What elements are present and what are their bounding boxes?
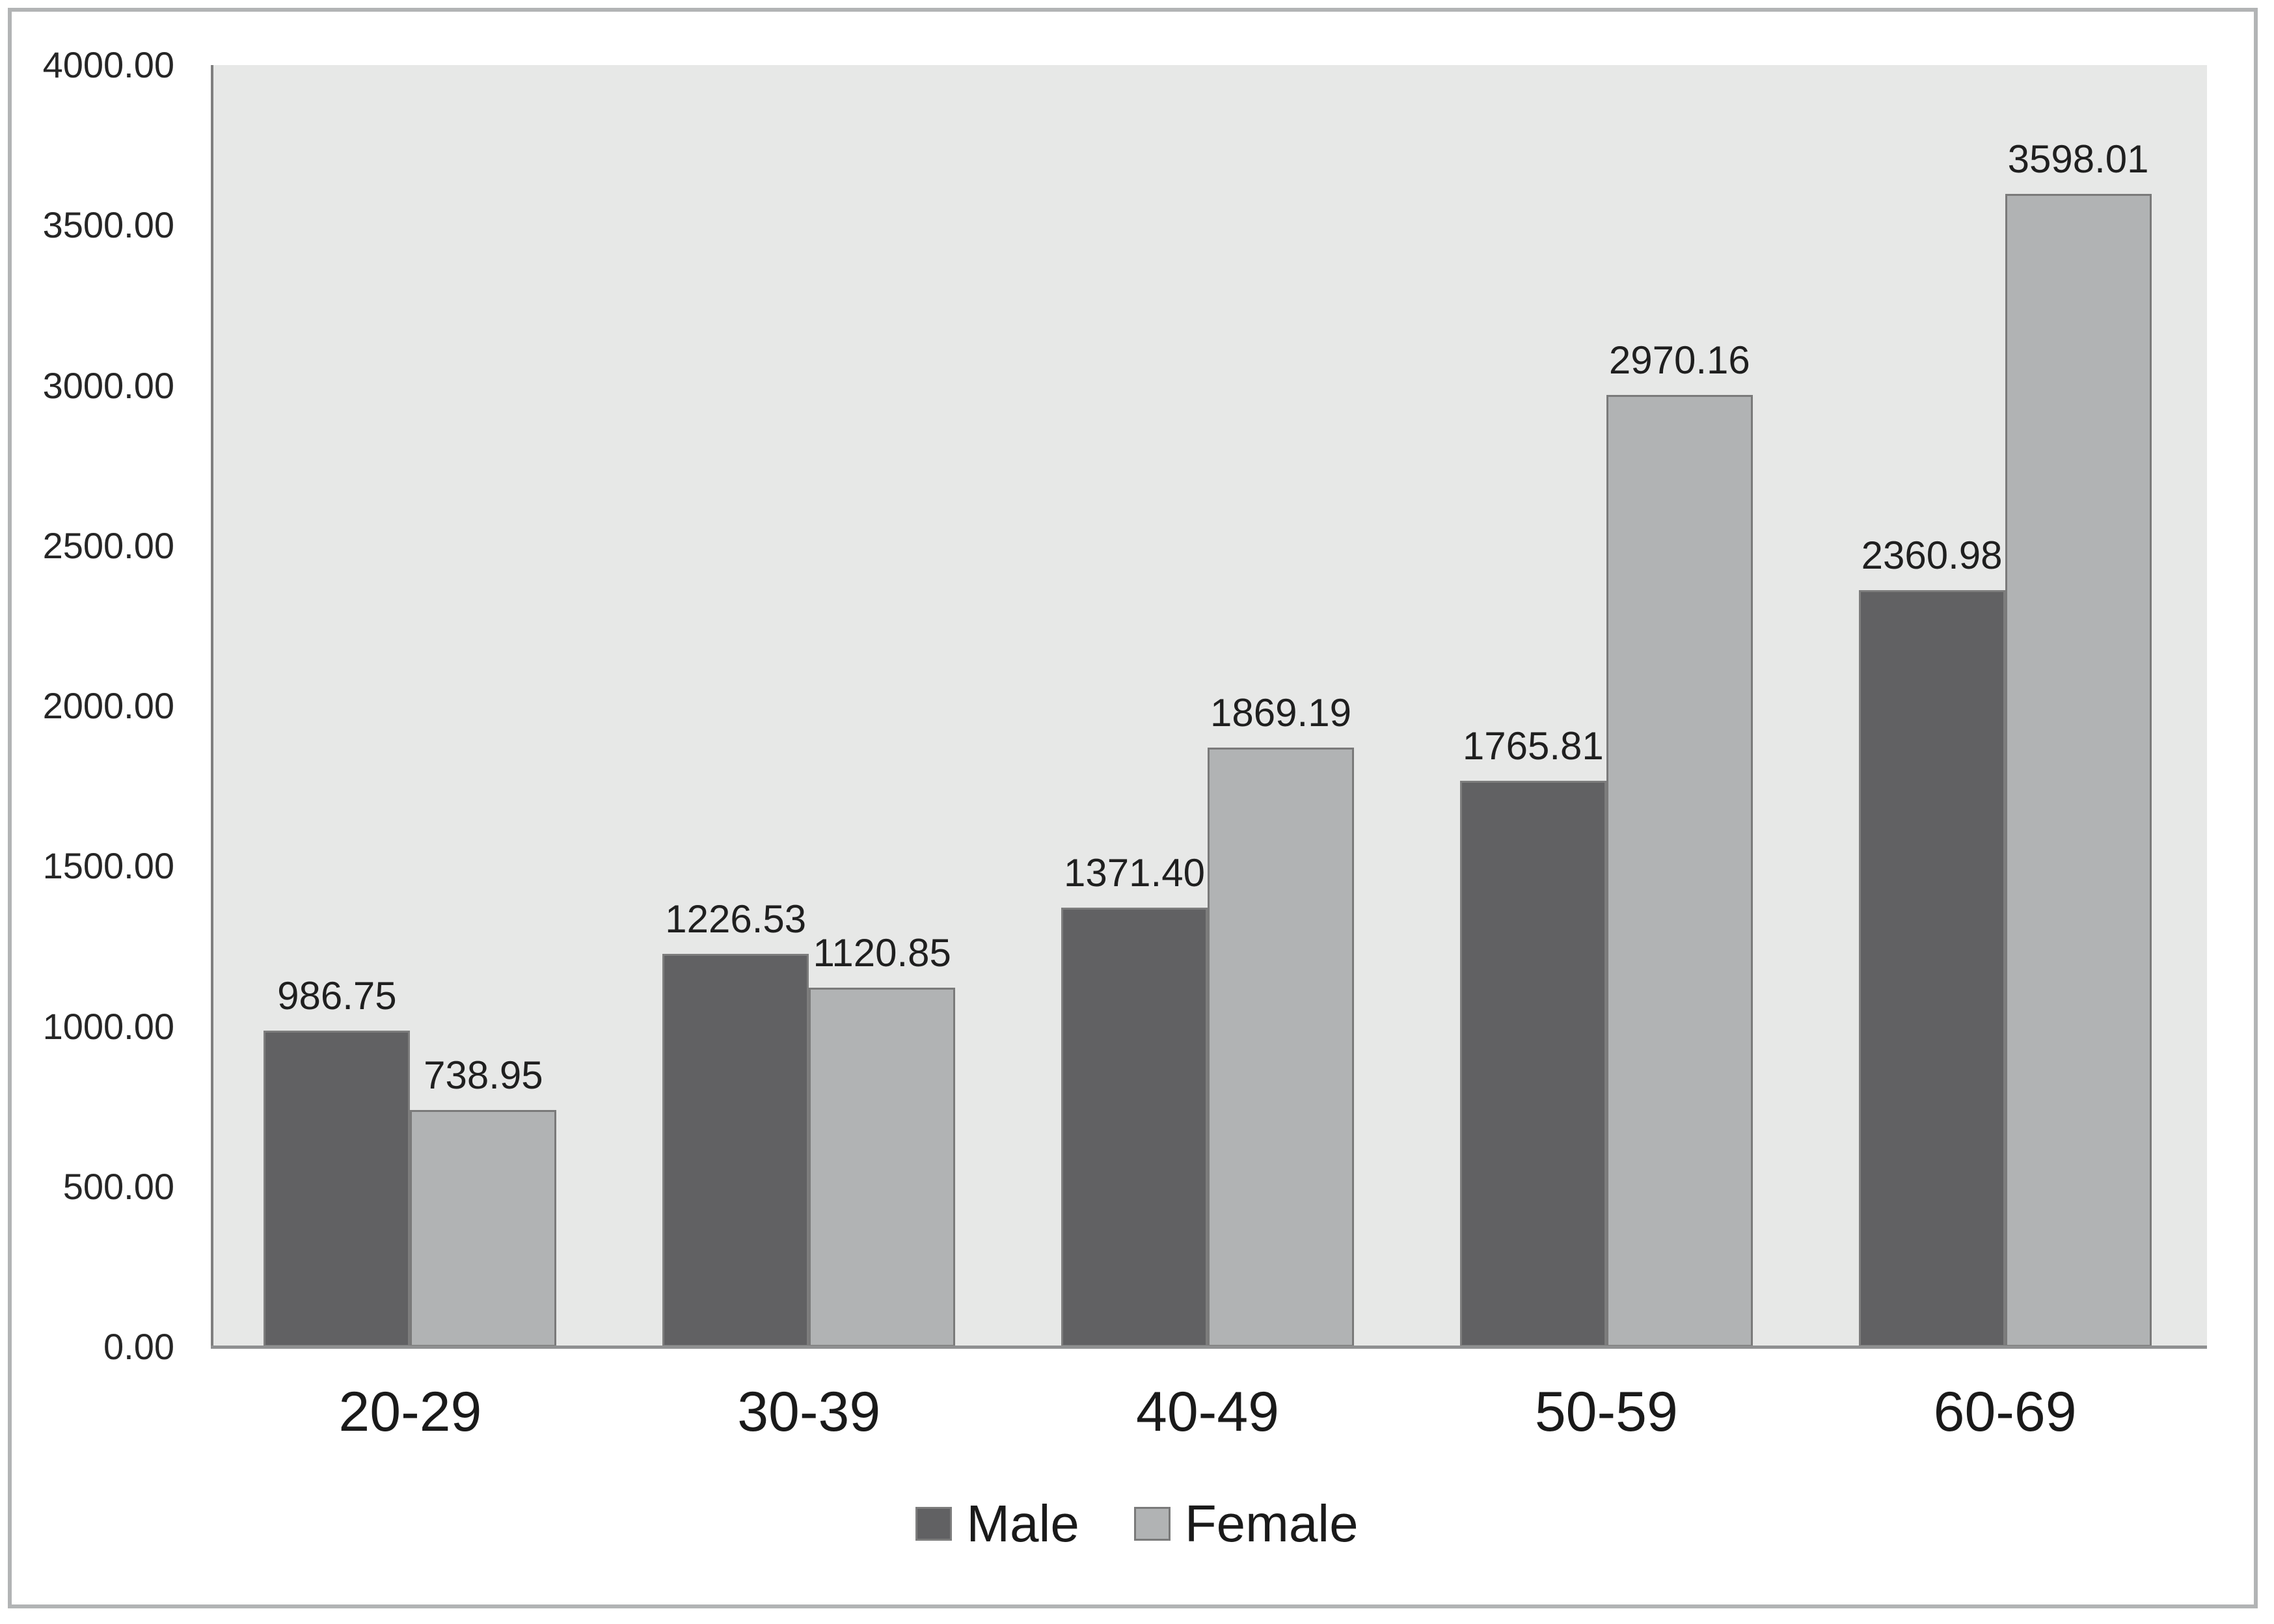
- y-tick-label: 2500.00: [42, 524, 174, 566]
- data-label-male-50-59: 1765.81: [1462, 724, 1604, 768]
- bar-male-60-69: [1858, 590, 2005, 1347]
- figure-border: [8, 8, 2258, 1608]
- data-label-male-60-69: 2360.98: [1861, 534, 2003, 578]
- legend-entry-female: Female: [1133, 1491, 1359, 1556]
- y-tick-label: 1500.00: [42, 845, 174, 887]
- y-tick-label: 0.00: [103, 1326, 174, 1367]
- x-category-label-40-49: 40-49: [1136, 1381, 1279, 1443]
- data-label-female-40-49: 1869.19: [1210, 691, 1351, 735]
- data-label-female-30-39: 1120.85: [813, 930, 951, 975]
- bar-male-20-29: [264, 1031, 411, 1347]
- legend-label-male: Male: [966, 1495, 1079, 1552]
- data-label-male-20-29: 986.75: [277, 974, 397, 1018]
- x-category-label-30-39: 30-39: [737, 1381, 881, 1443]
- bar-male-30-39: [662, 953, 809, 1347]
- data-label-male-40-49: 1371.40: [1064, 850, 1205, 895]
- y-tick-label: 3500.00: [42, 204, 174, 246]
- y-tick-label: 3000.00: [42, 364, 174, 406]
- bar-female-20-29: [410, 1110, 557, 1347]
- bar-female-50-59: [1606, 395, 1753, 1347]
- y-tick-label: 2000.00: [42, 685, 174, 726]
- bar-female-60-69: [2005, 193, 2152, 1347]
- bar-female-40-49: [1208, 748, 1354, 1347]
- data-label-male-30-39: 1226.53: [665, 897, 807, 941]
- bar-female-30-39: [809, 987, 956, 1347]
- x-category-label-60-69: 60-69: [1933, 1381, 2077, 1443]
- legend-swatch-female: [1133, 1507, 1171, 1541]
- data-label-female-60-69: 3598.01: [2007, 137, 2149, 181]
- data-label-female-50-59: 2970.16: [1608, 338, 1750, 383]
- legend-entry-male: Male: [915, 1491, 1079, 1556]
- y-tick-label: 1000.00: [42, 1005, 174, 1047]
- legend: Male Female: [0, 1491, 2274, 1556]
- x-category-label-50-59: 50-59: [1534, 1381, 1678, 1443]
- bar-male-40-49: [1061, 907, 1208, 1347]
- y-tick-label: 4000.00: [42, 44, 174, 85]
- y-tick-label: 500.00: [62, 1165, 174, 1207]
- x-axis-line: [211, 1346, 2207, 1349]
- legend-label-female: Female: [1184, 1495, 1359, 1552]
- legend-swatch-male: [915, 1507, 953, 1541]
- data-label-female-20-29: 738.95: [424, 1053, 543, 1098]
- bar-male-50-59: [1459, 781, 1606, 1347]
- x-category-label-20-29: 20-29: [338, 1381, 482, 1443]
